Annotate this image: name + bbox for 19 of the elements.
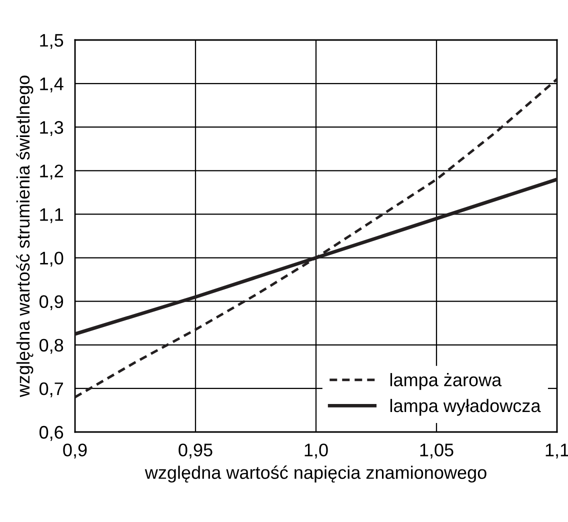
y-tick-label: 0,9 <box>39 295 64 310</box>
y-tick-label: 0,7 <box>39 382 63 398</box>
y-axis-title: względna wartość strumienia świetlnego <box>16 76 34 398</box>
legend-label: lampa żarowa <box>390 373 502 390</box>
y-tick-label: 1,2 <box>40 164 63 180</box>
y-tick-label: 0,6 <box>39 426 64 441</box>
y-tick-label: 0,8 <box>39 338 64 354</box>
y-tick-label: 1,5 <box>40 34 64 49</box>
legend-label: lampa wyładowcza <box>390 398 541 416</box>
y-tick-label: 1,4 <box>40 78 64 92</box>
x-tick-label: 0,95 <box>178 444 212 459</box>
y-tick-label: 1,1 <box>40 208 64 224</box>
y-tick-label: 1,0 <box>40 252 64 267</box>
y-tick-label: 1,3 <box>40 121 64 136</box>
x-axis-title: względna wartość napięcia znamionowego <box>144 466 486 483</box>
x-tick-label: 1,05 <box>420 444 454 459</box>
x-tick-label: 1,0 <box>304 444 328 459</box>
x-tick-label: 0,9 <box>63 444 87 459</box>
line-series <box>75 78 557 398</box>
